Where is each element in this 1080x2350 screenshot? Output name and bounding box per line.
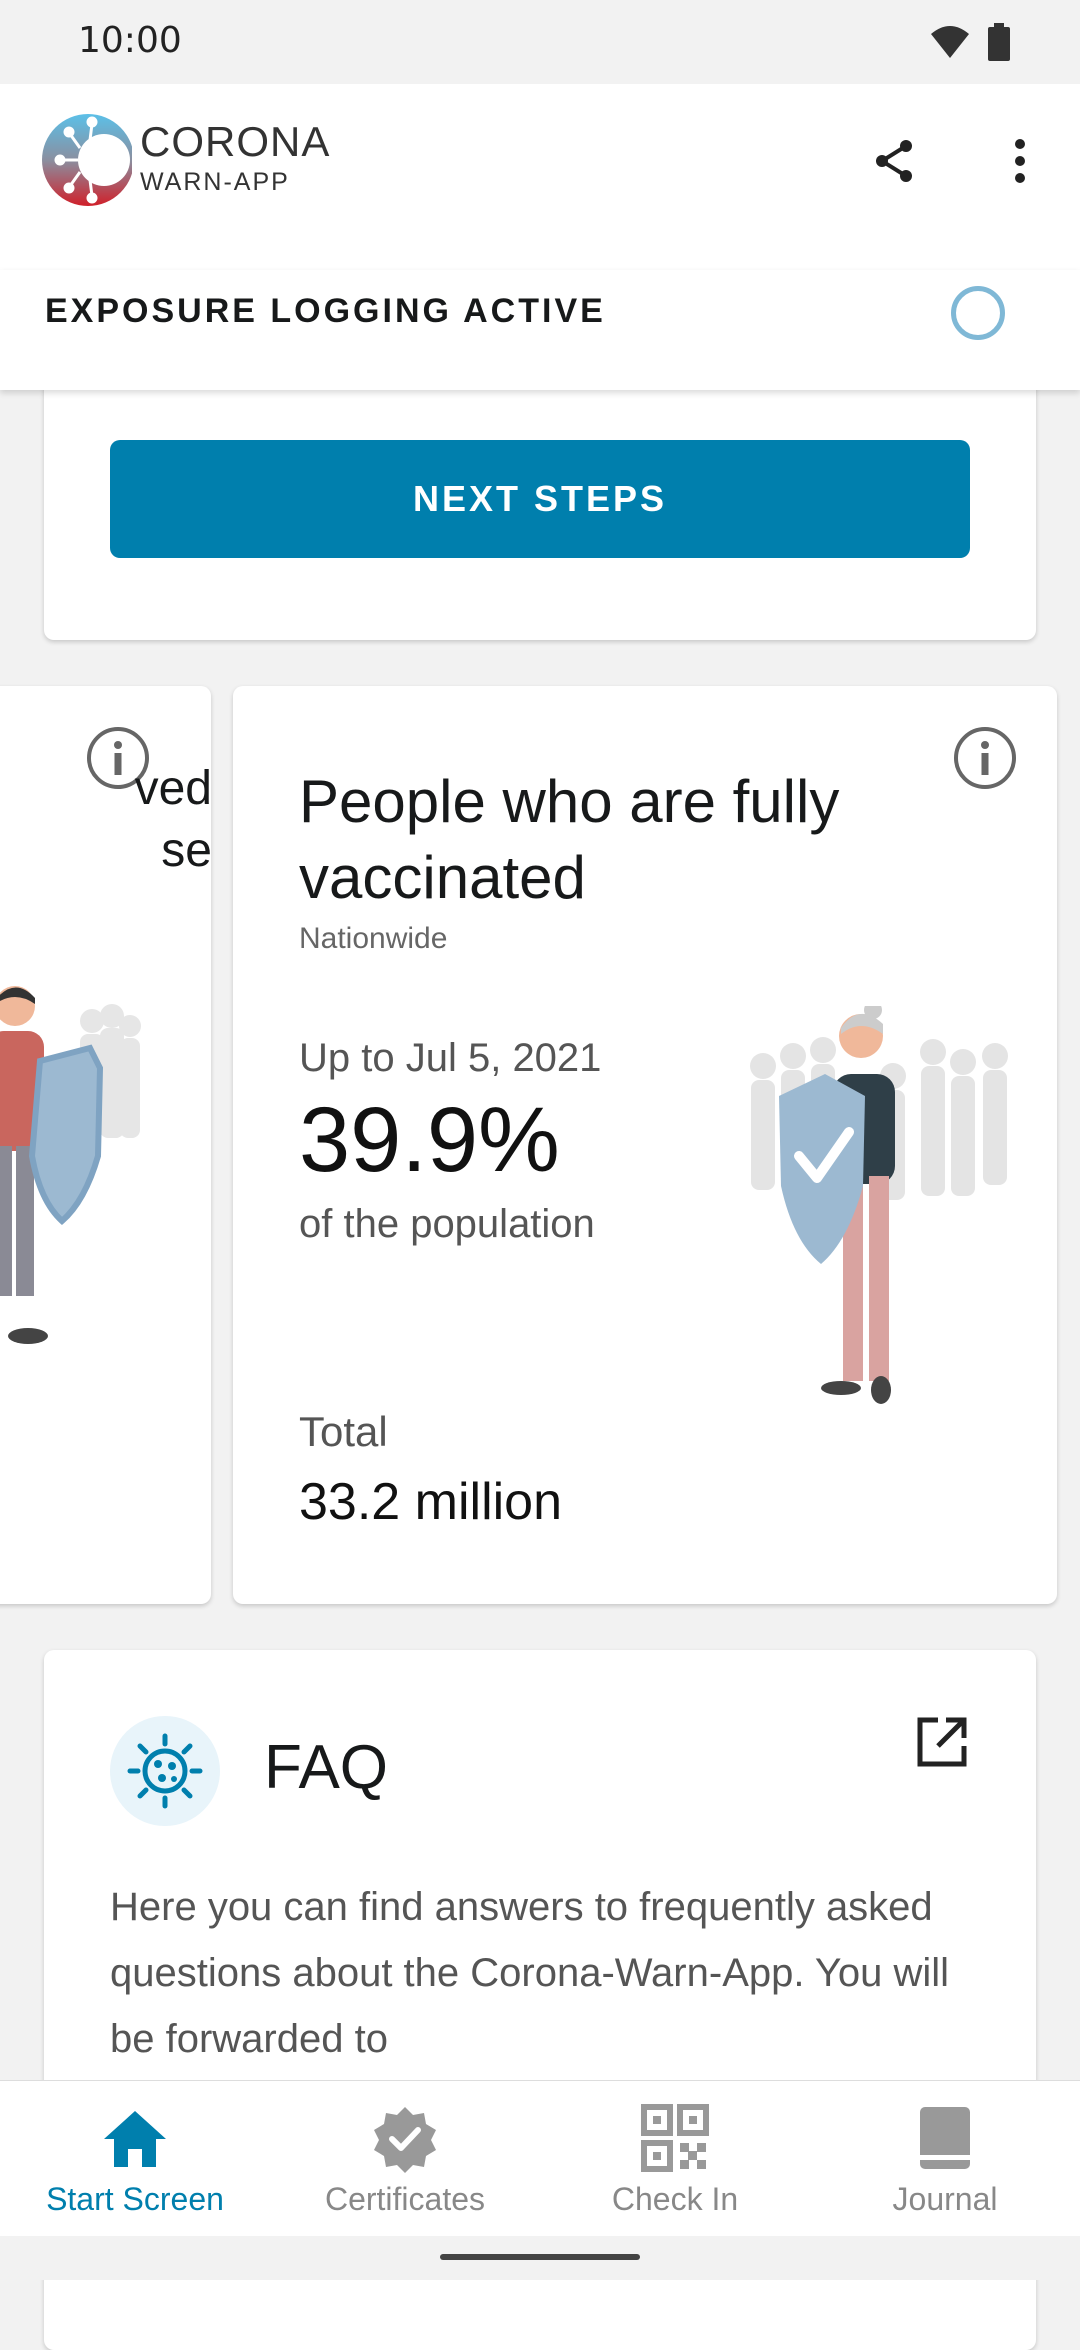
nav-label: Start Screen xyxy=(46,2181,224,2217)
vaccination-statistics-card: People who are fully vaccinated Nationwi… xyxy=(233,686,1057,1604)
gesture-handle[interactable] xyxy=(440,2254,640,2260)
home-icon xyxy=(104,2111,166,2167)
info-icon[interactable] xyxy=(953,726,1017,790)
nav-label: Check In xyxy=(611,2181,739,2217)
qr-code-icon xyxy=(641,2104,709,2172)
statistics-card-partial: ved se xyxy=(0,686,211,1604)
gesture-area xyxy=(0,2236,1080,2280)
vaccination-card-title: People who are fully vaccinated xyxy=(299,768,840,911)
status-bar: 10:00 xyxy=(0,0,1080,84)
status-time: 10:00 xyxy=(78,20,182,61)
nav-journal[interactable]: Journal xyxy=(810,2081,1080,2237)
faq-title: FAQ xyxy=(264,1733,389,1802)
nav-label: Journal xyxy=(892,2181,998,2217)
app-bar: CORONA WARN-APP xyxy=(0,84,1080,270)
vaccination-percentage-unit: of the population xyxy=(299,1202,595,1246)
next-steps-button[interactable]: NEXT STEPS xyxy=(110,440,970,558)
journal-icon xyxy=(920,2107,970,2169)
nav-start-screen[interactable]: Start Screen xyxy=(0,2081,270,2237)
protected-person-illustration xyxy=(0,986,141,1344)
nav-check-in[interactable]: Check In xyxy=(540,2081,810,2237)
wifi-icon xyxy=(931,26,969,58)
vaccination-date: Up to Jul 5, 2021 xyxy=(299,1036,602,1080)
battery-icon xyxy=(988,23,1010,61)
partial-card-title: ved se xyxy=(134,762,211,877)
nav-label: Certificates xyxy=(324,2181,486,2217)
faq-badge xyxy=(110,1716,220,1826)
exposure-logging-label: EXPOSURE LOGGING ACTIVE xyxy=(45,292,606,330)
certificate-icon xyxy=(374,2107,436,2173)
exposure-status-icon xyxy=(951,286,1005,340)
share-icon[interactable] xyxy=(870,136,920,186)
info-icon[interactable] xyxy=(86,726,150,790)
logo-title: CORONA xyxy=(140,118,331,165)
open-external-icon[interactable] xyxy=(914,1714,970,1770)
vaccination-total-label: Total xyxy=(299,1408,388,1455)
more-options-icon[interactable] xyxy=(995,136,1045,186)
exposure-logging-bar[interactable]: EXPOSURE LOGGING ACTIVE xyxy=(0,270,1080,390)
status-icons xyxy=(930,22,1010,62)
vaccination-percentage: 39.9% xyxy=(299,1089,560,1191)
nav-certificates[interactable]: Certificates xyxy=(270,2081,540,2237)
vaccinated-person-illustration xyxy=(750,1006,1008,1404)
vaccination-card-region: Nationwide xyxy=(299,922,448,955)
virus-icon xyxy=(127,1733,203,1809)
corona-logo-icon xyxy=(42,114,132,206)
logo-subtitle: WARN-APP xyxy=(140,168,290,196)
vaccination-total-value: 33.2 million xyxy=(299,1473,563,1531)
faq-description: Here you can find answers to frequently … xyxy=(110,1885,950,2061)
app-logo xyxy=(42,110,342,220)
bottom-navigation: Start Screen Certificates Check In xyxy=(0,2080,1080,2237)
